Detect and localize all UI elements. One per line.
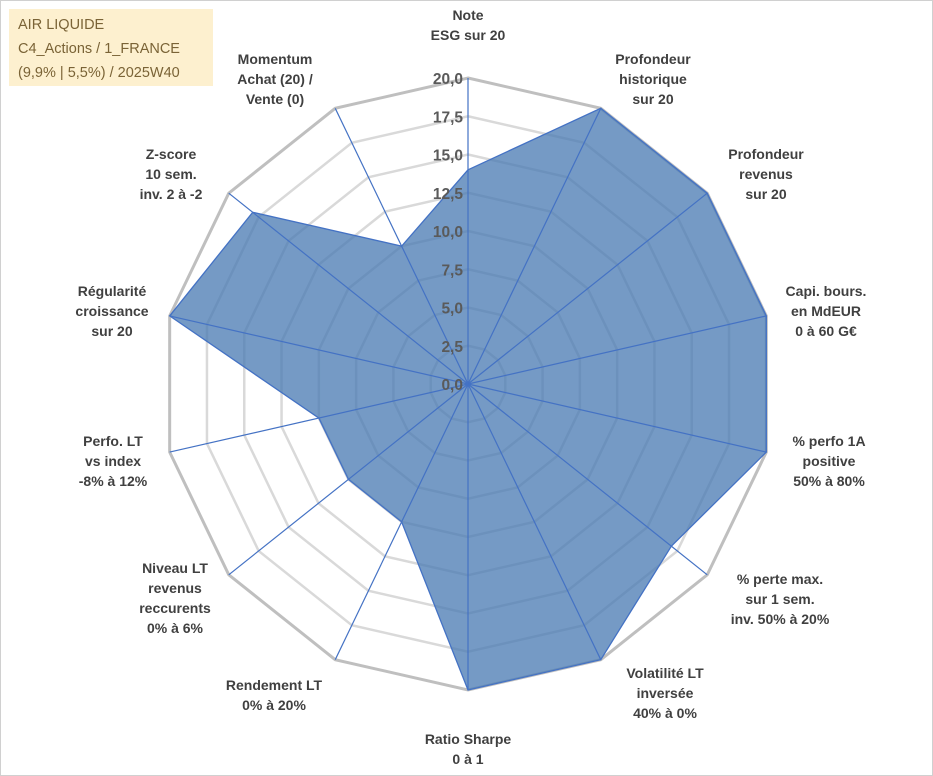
spoke-14 (334, 108, 469, 385)
portfolio-label: C4_Actions / 1_FRANCE (18, 41, 180, 57)
tick-label: 20,0 (433, 71, 463, 88)
category-label-12: Régularité croissance sur 20 (75, 283, 148, 339)
category-label-13: Z-score 10 sem. inv. 2 à -2 (140, 146, 203, 202)
tick-label: 17,5 (433, 109, 464, 126)
tick-label: 7,5 (441, 262, 463, 279)
spoke-12 (169, 315, 469, 385)
spoke-2 (467, 108, 602, 385)
category-label-3: Profondeur revenus sur 20 (728, 146, 804, 202)
spoke-13 (228, 192, 469, 385)
category-label-2: Profondeur historique sur 20 (615, 51, 691, 107)
tick-label: 15,0 (433, 148, 463, 165)
spoke-9 (334, 383, 469, 660)
category-label-11: Perfo. LT vs index -8% à 12% (79, 433, 148, 489)
spoke-6 (467, 383, 708, 576)
spoke-7 (467, 383, 602, 660)
category-label-4: Capi. bours. en MdEUR 0 à 60 G€ (786, 283, 867, 339)
category-label-9: Rendement LT 0% à 20% (226, 677, 323, 713)
tick-label: 12,5 (433, 186, 464, 203)
radar-spokes (169, 78, 767, 690)
spoke-4 (467, 315, 767, 385)
category-label-8: Ratio Sharpe 0 à 1 (425, 731, 512, 767)
spoke-5 (467, 383, 767, 453)
category-label-14: Momentum Achat (20) / Vente (0) (237, 51, 313, 107)
spoke-3 (467, 192, 708, 385)
spoke-10 (228, 383, 469, 576)
spoke-11 (169, 383, 469, 453)
category-label-10: Niveau LT revenus reccurents 0% à 6% (139, 560, 211, 636)
company-name: AIR LIQUIDE (18, 17, 105, 33)
category-label-7: Volatilité LT inversée 40% à 0% (626, 665, 704, 721)
tick-label: 5,0 (441, 301, 463, 318)
category-label-6: % perte max. sur 1 sem. inv. 50% à 20% (731, 571, 830, 627)
tick-label: 0,0 (441, 377, 463, 394)
category-label-5: % perfo 1A positive 50% à 80% (792, 433, 865, 489)
radial-tick-labels: 0,0 2,5 5,0 7,5 10,0 12,5 15,0 17,5 20,0 (433, 71, 464, 394)
tick-label: 2,5 (441, 339, 463, 356)
category-label-1: Note ESG sur 20 (431, 7, 506, 43)
stats-label: (9,9% | 5,5%) / 2025W40 (18, 65, 180, 81)
info-box: AIR LIQUIDE C4_Actions / 1_FRANCE (9,9% … (9, 9, 213, 86)
category-labels: Note ESG sur 20 Profondeur historique sur 20… (75, 7, 866, 767)
tick-label: 10,0 (433, 224, 463, 241)
